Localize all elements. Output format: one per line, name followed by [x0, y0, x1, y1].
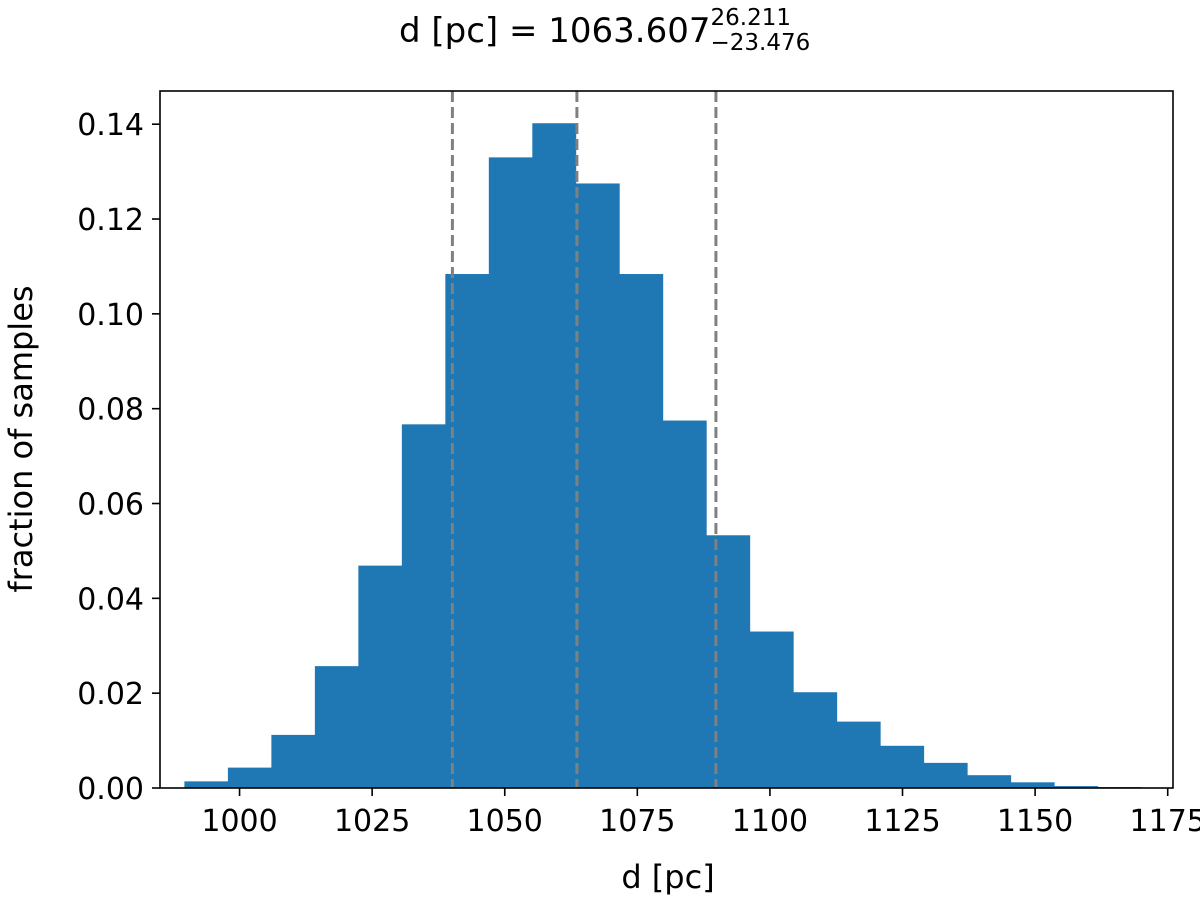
- chart-title: d [pc] = 1063.60726.211: [399, 5, 791, 51]
- histogram-bars: [184, 123, 1142, 789]
- y-tick-label: 0.12: [77, 203, 144, 238]
- title-upper-error: 26.211: [711, 5, 791, 31]
- x-tick-label: 1050: [467, 804, 543, 839]
- histogram-bar: [706, 535, 751, 788]
- histogram-bar: [923, 762, 968, 788]
- y-tick-label: 0.00: [77, 772, 144, 807]
- histogram-bar: [793, 692, 838, 788]
- y-tick-label: 0.04: [77, 582, 144, 617]
- y-tick-label: 0.10: [77, 298, 144, 333]
- y-tick-label: 0.14: [77, 108, 144, 143]
- x-tick-label: 1125: [864, 804, 940, 839]
- x-axis-ticks: 1000 1025 1050 1075 1100 1125 1150 1175: [201, 788, 1200, 839]
- histogram-bar: [227, 767, 272, 788]
- x-tick-label: 1075: [599, 804, 675, 839]
- histogram-bar: [488, 157, 533, 788]
- title-main: d [pc] = 1063.607: [399, 11, 711, 51]
- histogram-bar: [662, 420, 707, 788]
- y-axis-ticks: 0.00 0.02 0.04 0.06 0.08 0.10 0.12 0.14: [77, 108, 160, 807]
- histogram-bar: [836, 721, 881, 788]
- histogram-bar: [749, 631, 794, 788]
- histogram-bar: [401, 424, 446, 788]
- histogram-bar: [1054, 786, 1099, 788]
- y-tick-label: 0.08: [77, 393, 144, 428]
- x-tick-label: 1000: [201, 804, 277, 839]
- y-tick-label: 0.02: [77, 677, 144, 712]
- x-tick-label: 1150: [997, 804, 1073, 839]
- percentile-lines: [450, 91, 718, 788]
- title-lower-error: −23.476: [711, 30, 811, 56]
- x-axis-label: d [pc]: [621, 858, 714, 896]
- y-axis-label: fraction of samples: [2, 285, 40, 592]
- histogram-bar: [532, 123, 577, 788]
- histogram-bar: [967, 775, 1012, 788]
- histogram-bar: [314, 666, 359, 788]
- histogram-bar: [271, 734, 316, 788]
- histogram-bar: [1010, 782, 1055, 788]
- histogram-bar: [358, 565, 403, 788]
- x-tick-label: 1175: [1130, 804, 1200, 839]
- histogram-bar: [184, 781, 229, 788]
- y-tick-label: 0.06: [77, 488, 144, 523]
- histogram-bar: [619, 274, 664, 789]
- histogram-bar: [575, 183, 620, 789]
- histogram-bar: [880, 745, 925, 788]
- plot-frame: [159, 90, 1174, 789]
- x-tick-label: 1025: [334, 804, 410, 839]
- x-tick-label: 1100: [732, 804, 808, 839]
